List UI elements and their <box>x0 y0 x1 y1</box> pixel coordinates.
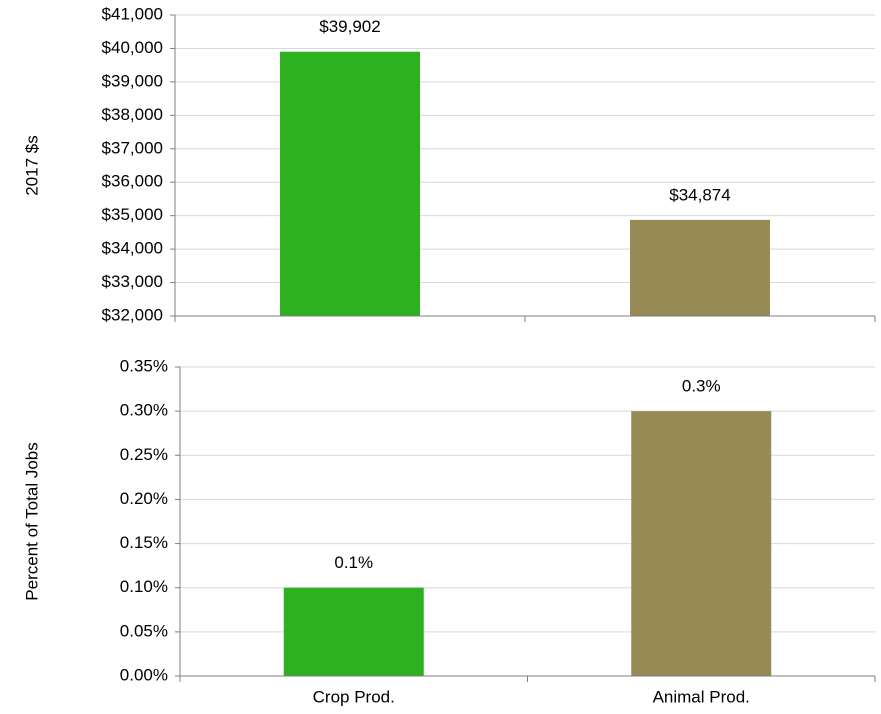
y-tick-label: 0.00% <box>120 665 168 684</box>
value-label: $34,874 <box>669 185 730 204</box>
y-tick-label: 0.20% <box>120 489 168 508</box>
y-tick-label: $36,000 <box>102 172 163 191</box>
y-tick-label: $35,000 <box>102 205 163 224</box>
bar <box>283 587 424 676</box>
y-tick-label: $32,000 <box>102 305 163 324</box>
y-axis-title: 2017 $s <box>22 135 41 196</box>
bar <box>630 219 770 316</box>
y-tick-label: $37,000 <box>102 138 163 157</box>
y-axis-title: Percent of Total Jobs <box>22 442 41 600</box>
y-tick-label: 0.05% <box>120 621 168 640</box>
y-tick-label: $41,000 <box>102 4 163 23</box>
y-tick-label: 0.30% <box>120 401 168 420</box>
bar <box>280 51 420 317</box>
y-tick-label: $34,000 <box>102 239 163 258</box>
y-tick-label: $38,000 <box>102 105 163 124</box>
value-label: $39,902 <box>319 17 380 36</box>
x-tick-label: Animal Prod. <box>653 687 750 706</box>
y-tick-label: $39,000 <box>102 71 163 90</box>
y-tick-label: 0.25% <box>120 445 168 464</box>
y-tick-label: 0.35% <box>120 356 168 375</box>
x-tick-label: Crop Prod. <box>313 687 395 706</box>
y-tick-label: 0.10% <box>120 577 168 596</box>
y-tick-label: $33,000 <box>102 272 163 291</box>
value-label: 0.1% <box>334 553 373 572</box>
value-label: 0.3% <box>682 377 721 396</box>
y-tick-label: $40,000 <box>102 38 163 57</box>
y-tick-label: 0.15% <box>120 533 168 552</box>
bar <box>631 411 772 676</box>
